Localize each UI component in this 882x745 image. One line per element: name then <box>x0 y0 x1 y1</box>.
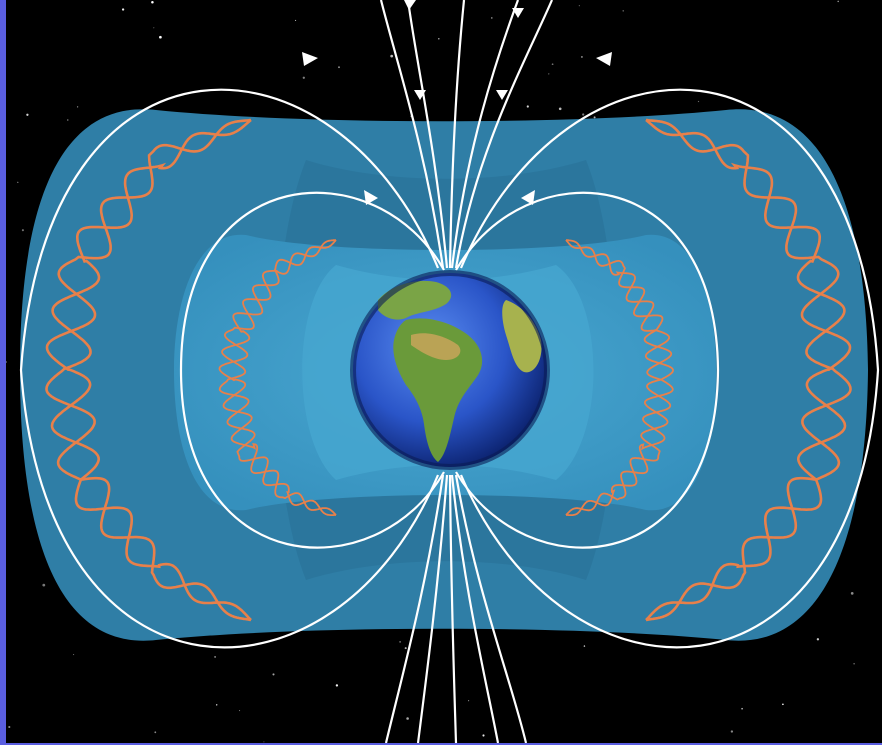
star-icon <box>730 730 734 733</box>
earth-globe-icon <box>350 270 550 470</box>
star-icon <box>782 703 784 706</box>
field-direction-arrow-icon <box>414 90 426 100</box>
trapped-particle-paths <box>45 118 852 622</box>
star-icon <box>151 0 154 4</box>
earth-landmass-south-america <box>393 318 483 462</box>
star-icon <box>159 35 162 39</box>
star-icon <box>17 181 19 183</box>
star-icon <box>551 63 554 66</box>
star-icon <box>295 19 297 21</box>
star-icon <box>338 66 340 69</box>
star-icon <box>583 645 586 647</box>
field-line-outer-left <box>19 88 440 649</box>
star-icon <box>214 655 217 658</box>
star-icon <box>578 5 580 7</box>
particle-path-outer-left <box>45 118 252 622</box>
field-line-inner-left <box>179 191 445 549</box>
star-icon <box>837 0 839 3</box>
star-icon <box>67 119 69 121</box>
star-icon <box>816 638 820 641</box>
field-line-south-5 <box>448 474 458 743</box>
star-icon <box>76 106 79 108</box>
star-icon <box>438 37 440 40</box>
field-line-south-4 <box>454 474 528 743</box>
star-icon <box>302 76 305 79</box>
star-icon <box>335 684 339 687</box>
field-direction-arrow-icon <box>512 8 524 18</box>
star-icon <box>121 8 125 11</box>
field-line-outer-right <box>459 88 880 649</box>
field-direction-arrow-icon <box>404 0 416 10</box>
field-line-polar-4 <box>454 0 554 269</box>
star-icon <box>6 361 8 363</box>
diagram-frame <box>6 0 882 743</box>
magnetic-field-lines <box>19 0 880 743</box>
star-icon <box>215 704 218 706</box>
star-icon <box>582 113 585 116</box>
star-icon <box>153 27 155 29</box>
star-icon <box>263 741 265 743</box>
star-icon <box>482 734 485 737</box>
particle-path-inner-left <box>218 239 337 516</box>
field-line-polar-3 <box>450 0 520 269</box>
star-icon <box>622 10 624 12</box>
star-icon <box>404 647 407 650</box>
earth-landmass-desert <box>411 333 461 360</box>
star-icon <box>850 592 854 595</box>
star-icon <box>580 55 583 58</box>
field-direction-arrow-icon <box>302 52 318 66</box>
star-icon <box>26 113 29 116</box>
star-icon <box>853 663 855 665</box>
star-icon <box>8 725 11 729</box>
star-icon <box>526 105 529 108</box>
field-line-polar-5 <box>448 0 466 269</box>
star-icon <box>593 116 596 119</box>
field-line-inner-right <box>455 191 720 549</box>
earth-shadow <box>350 270 550 470</box>
star-icon <box>548 73 550 75</box>
particle-path-inner-right <box>565 239 674 516</box>
field-line-polar-2 <box>406 0 449 269</box>
star-icon <box>741 707 743 710</box>
star-icon <box>558 107 562 111</box>
star-icon <box>399 641 401 643</box>
magnetosphere-diagram <box>6 0 882 743</box>
field-direction-arrow-icon <box>596 52 612 66</box>
star-icon <box>154 731 157 734</box>
field-line-south-2 <box>416 474 449 743</box>
star-icon <box>390 54 394 58</box>
particle-path-outer-right <box>645 118 852 621</box>
field-direction-arrow-icon <box>496 90 508 100</box>
field-direction-arrow-icon <box>364 190 378 205</box>
star-icon <box>21 229 24 232</box>
star-icon <box>491 17 493 19</box>
star-icon <box>42 583 46 587</box>
field-line-polar-1 <box>379 0 445 269</box>
star-icon <box>697 100 700 103</box>
star-icon <box>272 673 275 676</box>
star-icon <box>406 717 409 720</box>
field-line-south-3 <box>450 474 500 743</box>
star-icon <box>239 710 241 712</box>
field-line-south-1 <box>384 474 445 743</box>
star-icon <box>73 654 75 656</box>
field-direction-arrow-icon <box>521 190 535 205</box>
star-icon <box>468 700 470 702</box>
earth-landmass-africa <box>502 300 542 373</box>
field-direction-arrows <box>302 0 612 205</box>
